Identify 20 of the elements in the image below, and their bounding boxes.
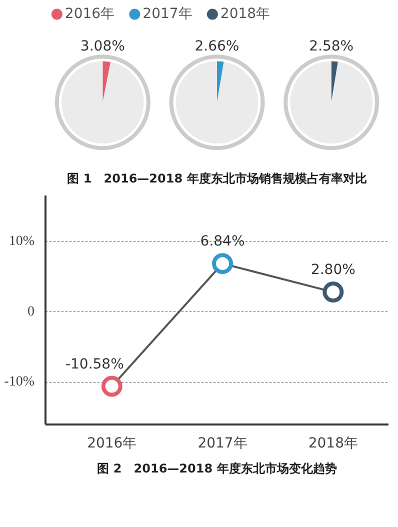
legend-label: 2017年	[142, 6, 192, 22]
data-label: 3.08%	[80, 38, 125, 54]
data-label: -10.58%	[65, 356, 124, 372]
data-label: 6.84%	[200, 234, 245, 250]
text: 图 2 2016—2018 年度东北市场变化趋势	[97, 462, 337, 476]
y-tick-label: -10%	[4, 374, 35, 390]
text: 图 1 2016—2018 年度东北市场销售规模占有率对比	[67, 172, 367, 186]
legend-label: 2018年	[220, 6, 270, 22]
x-tick-label: 2016年	[87, 436, 137, 452]
point	[101, 376, 122, 397]
data-label: 2.58%	[309, 38, 354, 54]
x-tick-label: 2017年	[198, 436, 248, 452]
data-label: 2.66%	[194, 38, 240, 54]
point	[212, 253, 234, 274]
legend-label: 2016年	[64, 6, 115, 22]
y-tick-label: 0	[28, 304, 34, 320]
x-tick-label: 2018年	[308, 436, 358, 452]
data-label: 2.80%	[310, 262, 356, 278]
point	[322, 282, 344, 303]
y-tick-label: 10%	[8, 234, 35, 249]
